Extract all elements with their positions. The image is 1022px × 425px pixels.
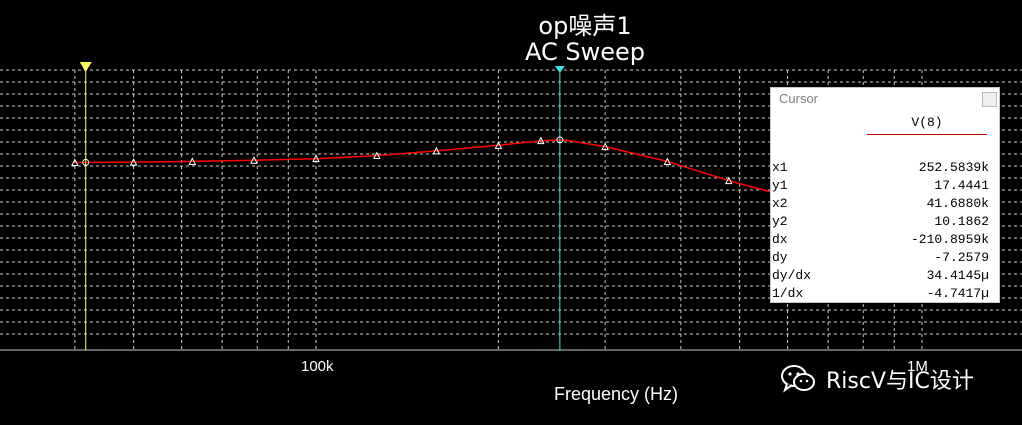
- cursor-row-label: 1/dx: [772, 286, 804, 301]
- x-tick-label: 100k: [301, 358, 334, 375]
- trace-point-marker: [129, 157, 138, 166]
- cursor-row-label: x1: [772, 160, 788, 175]
- plot-subtitle: AC Sweep: [524, 38, 645, 66]
- x-axis-label: Frequency (Hz): [554, 384, 679, 404]
- trace-point-marker: [250, 156, 258, 164]
- cursor-row-x2: x2 41.6880k: [771, 196, 989, 214]
- trace-point-marker: [373, 151, 381, 160]
- cursor-row-value: -4.7417µ: [926, 286, 989, 301]
- cursor-row-y1: y1 17.4441: [771, 178, 989, 196]
- trace-point-marker: [537, 136, 545, 145]
- cursor-panel[interactable]: Cursor V(8) x1 252.5839k y1 17.4441 x2 4…: [770, 87, 1000, 303]
- cursor-1-handle: [554, 66, 565, 73]
- plot-title: op噪声1: [538, 12, 632, 40]
- cursor-row-label: dy: [772, 250, 788, 265]
- cursor-row-label: dy/dx: [772, 268, 812, 283]
- cursor-row-value: -210.8959k: [910, 232, 989, 247]
- cursor-row-value: 10.1862: [934, 214, 989, 229]
- trace-point-marker: [71, 158, 79, 167]
- watermark: RiscV与IC设计: [780, 362, 974, 396]
- trace-point-marker: [601, 142, 609, 151]
- trace-point-marker: [312, 154, 320, 163]
- cursor-row-label: y2: [772, 214, 788, 229]
- cursor-row-value: 34.4145µ: [926, 268, 989, 283]
- cursor-2-point: [82, 158, 90, 166]
- watermark-text: RiscV与IC设计: [826, 369, 974, 394]
- cursor-row-value: 17.4441: [934, 178, 989, 193]
- cursor-row-dy: dy -7.2579: [771, 250, 989, 268]
- cursor-row-dx: dx -210.8959k: [771, 232, 989, 250]
- cursor-row-inv-dx: 1/dx -4.7417µ: [771, 286, 989, 304]
- cursor-row-y2: y2 10.1862: [771, 214, 989, 232]
- cursor-row-label: x2: [772, 196, 788, 211]
- cursor-row-value: -7.2579: [934, 250, 989, 265]
- cursor-row-x1: x1 252.5839k: [771, 160, 989, 178]
- wechat-icon: [781, 365, 815, 393]
- cursor-1-point: [556, 136, 564, 144]
- trace-point-marker: [432, 146, 441, 155]
- close-icon[interactable]: [982, 92, 997, 107]
- cursor-trace-name: V(8): [911, 115, 943, 130]
- cursor-row-label: dx: [772, 232, 788, 247]
- trace-line-v8: [74, 139, 797, 200]
- trace-point-marker: [663, 157, 672, 165]
- trace-point-marker: [494, 141, 503, 149]
- cursor-row-dydx: dy/dx 34.4145µ: [771, 268, 989, 286]
- cursor-2-handle: [79, 62, 92, 72]
- trace-color-rule: [867, 134, 987, 135]
- trace-point-marker: [725, 176, 733, 185]
- cursor-row-label: y1: [772, 178, 788, 193]
- cursor-row-value: 41.6880k: [926, 196, 989, 211]
- x-tick-label: 1M: [907, 358, 928, 375]
- cursor-row-value: 252.5839k: [918, 160, 989, 175]
- trace-point-marker: [188, 157, 197, 165]
- cursor-panel-title: Cursor: [779, 91, 819, 106]
